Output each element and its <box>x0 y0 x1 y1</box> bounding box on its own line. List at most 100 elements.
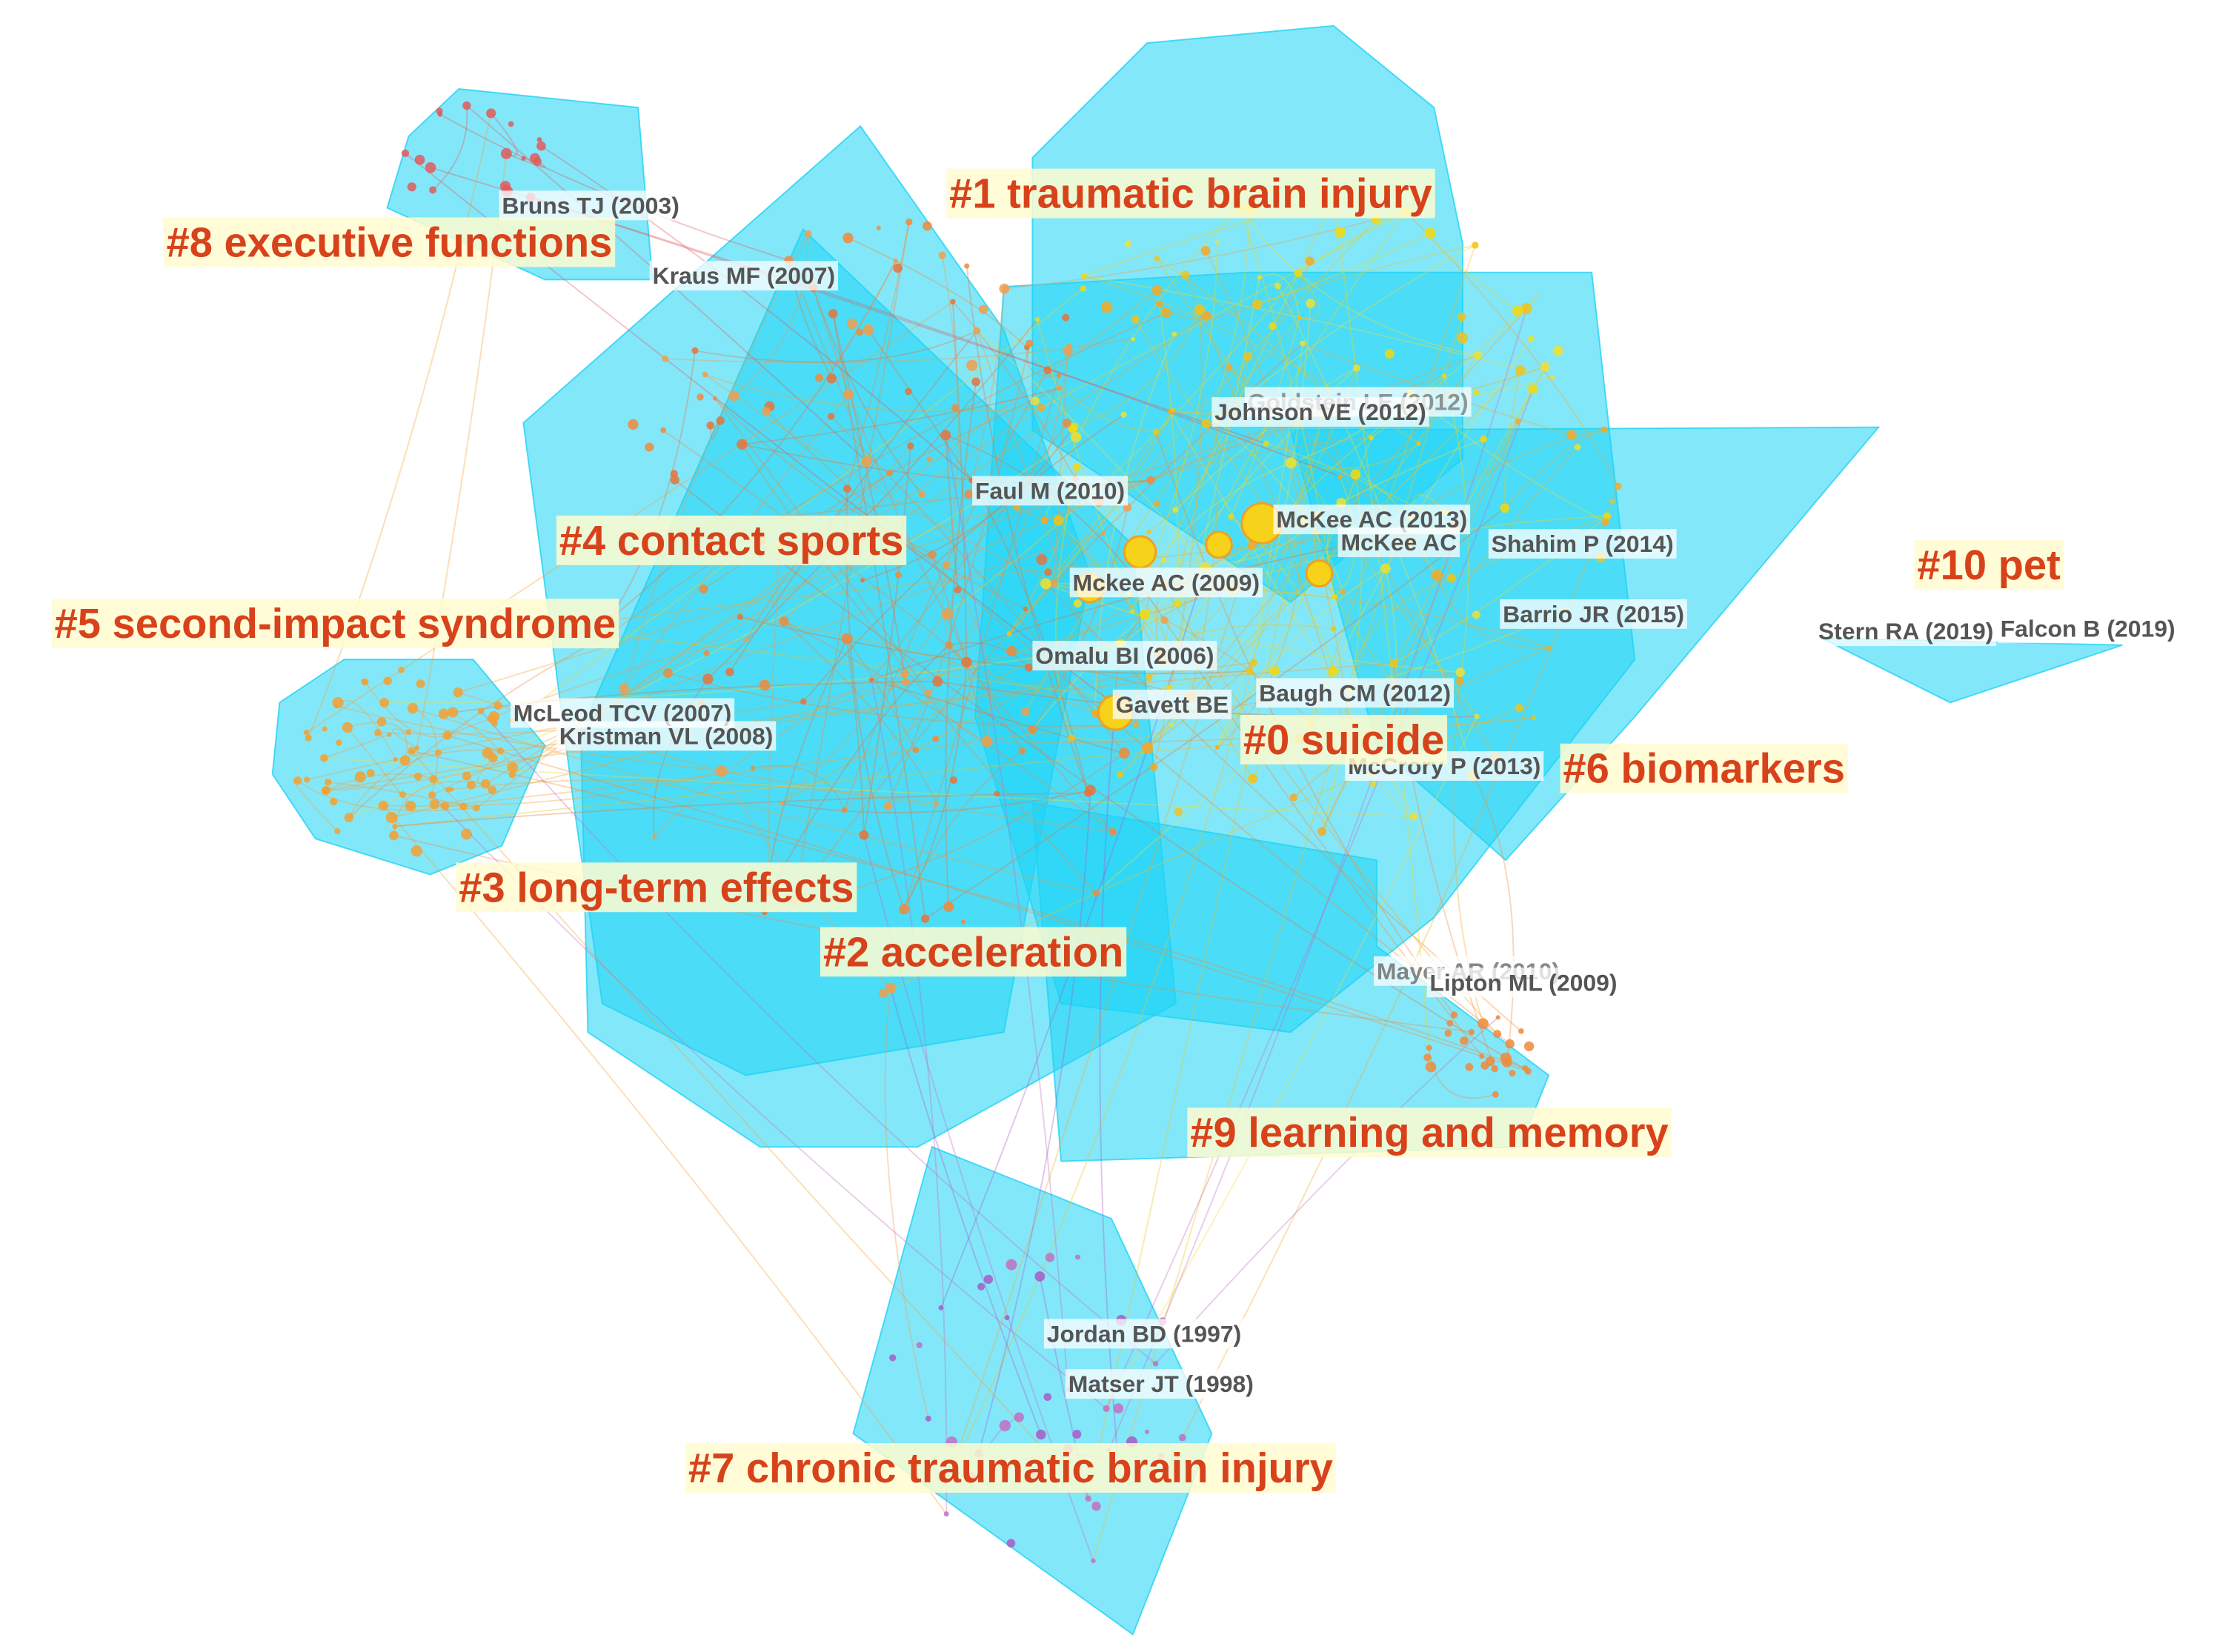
reference-node <box>943 902 954 913</box>
reference-node <box>960 919 966 925</box>
reference-node <box>1540 362 1550 372</box>
citation-link <box>1017 507 1159 654</box>
label-background <box>556 516 907 565</box>
citation-link <box>950 544 1253 1473</box>
reference-node <box>1144 1429 1149 1434</box>
citation-link <box>608 312 1167 636</box>
cluster-label: #4 contact sports <box>559 517 904 564</box>
reference-node <box>1602 518 1609 526</box>
reference-node <box>862 324 874 336</box>
reference-node <box>1472 242 1479 249</box>
reference-node <box>1468 1028 1475 1036</box>
reference-node <box>1006 1259 1017 1270</box>
reference-node <box>893 263 903 273</box>
reference-node <box>1034 316 1040 322</box>
reference-node <box>1472 610 1480 619</box>
reference-node <box>699 584 708 594</box>
citation-link <box>1436 575 1549 650</box>
citation-link <box>1348 577 1452 691</box>
reference-node <box>1161 307 1171 319</box>
reference-node <box>1300 340 1306 347</box>
reference-node <box>954 586 962 594</box>
citation-link <box>608 260 897 621</box>
reference-node <box>1457 313 1466 322</box>
reference-node <box>645 442 654 452</box>
reference-node <box>1456 332 1469 344</box>
reference-node <box>304 776 310 783</box>
label-background <box>1914 539 2064 590</box>
citation-link <box>925 507 1506 919</box>
reference-node <box>1201 311 1211 321</box>
reference-node <box>1131 336 1136 342</box>
reference-node <box>1150 763 1158 771</box>
reference-node <box>1493 1030 1502 1039</box>
citation-link <box>347 727 411 807</box>
reference-node <box>1108 827 1117 836</box>
label-background <box>1815 616 1997 647</box>
reference-node <box>1021 707 1030 716</box>
label-background <box>1032 641 1217 670</box>
citation-link <box>846 222 910 490</box>
reference-node <box>1524 1068 1532 1075</box>
reference-node <box>918 490 926 499</box>
cluster-label: #5 second-impact syndrome <box>55 600 616 647</box>
reference-node <box>473 805 480 812</box>
label-background <box>1240 715 1448 765</box>
reference-node <box>966 359 978 371</box>
label-background <box>1488 529 1677 559</box>
reference-node <box>1297 316 1302 320</box>
reference-node <box>1479 1053 1485 1059</box>
reference-node <box>1056 373 1062 379</box>
label-background <box>972 476 1129 506</box>
reference-label: Bruns TJ (2003) <box>502 192 679 219</box>
reference-node <box>425 162 436 173</box>
reference-node <box>385 811 398 824</box>
citation-link <box>863 445 911 836</box>
reference-node <box>1028 725 1037 735</box>
citation-link <box>705 373 1042 413</box>
citation-link <box>739 616 1096 714</box>
reference-node <box>716 765 728 777</box>
reference-node <box>1070 431 1082 443</box>
reference-node <box>1023 606 1028 612</box>
reference-node <box>1515 704 1523 713</box>
reference-node <box>804 230 812 238</box>
citation-link <box>1405 211 1619 487</box>
reference-node <box>1331 626 1337 632</box>
reference-node <box>361 679 367 685</box>
reference-node <box>303 729 310 736</box>
reference-node <box>941 608 954 620</box>
reference-node <box>1037 404 1046 412</box>
citation-link <box>1249 414 1323 671</box>
reference-node <box>401 149 410 157</box>
reference-node <box>1269 665 1280 676</box>
citation-link <box>741 444 1097 894</box>
citation-link <box>890 987 1042 1435</box>
reference-node <box>442 730 452 740</box>
citation-link <box>431 533 1104 796</box>
reference-node <box>716 416 725 425</box>
cluster-label: #3 long-term effects <box>459 864 854 910</box>
reference-node <box>1085 1495 1091 1502</box>
reference-label: Stern RA (2019) <box>1818 618 1994 645</box>
reference-node <box>405 729 412 736</box>
reference-node <box>305 734 312 742</box>
citation-link <box>1004 219 1377 290</box>
citation-link <box>393 781 486 836</box>
reference-node <box>1201 419 1211 428</box>
reference-node <box>1446 573 1457 583</box>
reference-node <box>1026 339 1034 347</box>
reference-node <box>841 807 848 813</box>
reference-label: Baugh CM (2012) <box>1259 679 1451 706</box>
reference-node <box>1444 1029 1452 1037</box>
reference-label: Falcon B (2019) <box>2001 615 2175 642</box>
reference-node <box>1214 745 1220 750</box>
label-background <box>1560 743 1848 793</box>
reference-node <box>383 676 392 685</box>
citation-link <box>1239 207 1478 356</box>
reference-labels: Bruns TJ (2003) Kraus MF (2007) Goldstei… <box>499 190 2178 1399</box>
citation-link <box>505 153 546 169</box>
reference-node <box>1006 1539 1016 1548</box>
reference-node <box>1155 300 1163 308</box>
reference-node <box>428 791 436 799</box>
